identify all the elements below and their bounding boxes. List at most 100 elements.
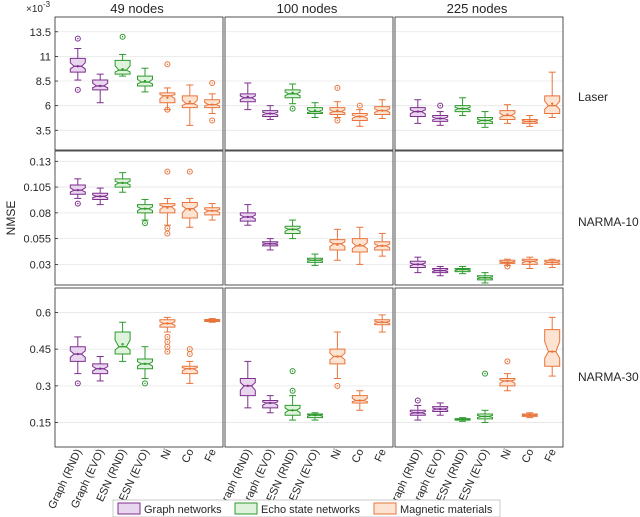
outlier-center — [211, 82, 213, 84]
box-ni — [159, 316, 176, 355]
outlier — [289, 368, 296, 375]
legend-label-magnetic: Magnetic materials — [400, 504, 493, 516]
box-fe — [374, 99, 391, 119]
box-fe — [204, 203, 221, 221]
box-graph-evo- — [432, 102, 449, 126]
x-tick-label: Co — [180, 447, 197, 465]
outlier-center — [291, 107, 294, 110]
mean-dot — [166, 96, 169, 99]
mean-dot — [99, 367, 102, 370]
outlier-center — [506, 360, 509, 363]
outlier — [334, 382, 341, 389]
box-ni — [329, 331, 346, 389]
mean-dot — [483, 276, 487, 279]
outlier-center — [189, 348, 191, 350]
mean-dot — [506, 379, 509, 383]
y-axis-label: NMSE — [4, 201, 18, 236]
outlier — [164, 106, 171, 113]
x-tick-label: Fe — [543, 447, 559, 464]
box-esn-evo- — [307, 253, 323, 266]
outlier — [356, 102, 363, 109]
outlier-center — [189, 170, 191, 173]
outlier — [482, 370, 488, 377]
box-co — [181, 168, 198, 228]
mean-dot — [143, 79, 147, 83]
box-fe — [204, 318, 221, 323]
mean-dot — [188, 208, 191, 211]
row-label-narma30: NARMA-30 — [578, 370, 639, 384]
box-body — [499, 378, 516, 387]
outlier — [289, 105, 296, 112]
mean-dot — [143, 362, 147, 366]
box-esn-evo- — [307, 412, 323, 421]
outlier — [164, 348, 171, 355]
outlier-center — [506, 265, 509, 268]
box-esn-evo- — [137, 67, 153, 93]
box-esn-rnd- — [114, 33, 131, 77]
outlier — [186, 168, 193, 175]
outlier-center — [336, 385, 339, 387]
box-ni — [499, 104, 516, 124]
box-fe — [374, 314, 391, 333]
panel-narma-10-1: 0.03 0.055 0.08 0.105 0.13 — [23, 150, 224, 286]
legend-swatch-esn — [234, 502, 258, 515]
outlier-center — [166, 232, 169, 235]
mean-dot — [439, 407, 442, 411]
box-esn-rnd- — [114, 321, 131, 362]
box-graph-evo- — [432, 265, 449, 277]
box-body — [262, 400, 279, 409]
mean-dot — [416, 263, 419, 266]
mean-dot — [121, 181, 124, 185]
outlier-center — [211, 119, 213, 122]
y-tick-label: 13.5 — [30, 27, 51, 39]
box-fe — [204, 80, 221, 124]
mean-dot — [528, 120, 531, 123]
box-co — [181, 346, 198, 384]
mean-dot — [381, 321, 384, 324]
y-tick-label: 0.15 — [30, 418, 51, 430]
outlier — [289, 387, 296, 394]
mean-dot — [246, 215, 249, 219]
outlier-center — [77, 202, 79, 205]
outlier — [74, 86, 81, 93]
row-label-narma10: NARMA-10 — [578, 215, 639, 229]
box-esn-rnd- — [114, 172, 131, 193]
box-body — [114, 59, 131, 75]
exponent-base: ×10 — [26, 4, 43, 15]
outlier — [209, 80, 216, 87]
y-tick-label: 0.13 — [30, 156, 51, 168]
mean-dot — [416, 411, 419, 414]
x-tick-label: Fe — [373, 447, 389, 464]
mean-dot — [76, 352, 80, 356]
legend-label-esn: Echo state networks — [261, 504, 361, 516]
mean-dot — [188, 100, 191, 103]
box-esn-evo- — [477, 111, 493, 128]
column-title-49: 49 nodes — [110, 1, 164, 16]
box-esn-rnd- — [284, 368, 301, 421]
mean-dot — [76, 188, 80, 192]
mean-dot — [551, 350, 554, 353]
x-tick-label: Fe — [203, 447, 219, 464]
y-tick-label: 0.6 — [36, 307, 51, 319]
y-tick-label: 0.105 — [23, 182, 51, 194]
outlier-center — [484, 372, 486, 375]
mean-dot — [528, 261, 531, 264]
mean-dot — [291, 409, 294, 412]
box-body — [114, 331, 131, 355]
mean-dot — [528, 414, 531, 417]
outlier — [334, 84, 341, 91]
box-fe — [544, 316, 561, 377]
outlier-center — [359, 104, 361, 107]
outlier — [334, 117, 341, 124]
outlier — [164, 230, 171, 237]
mean-dot — [358, 115, 361, 118]
panel-frame — [224, 287, 394, 448]
mean-dot — [336, 355, 339, 358]
outlier-center — [166, 341, 169, 343]
box-esn-evo- — [477, 370, 493, 424]
panel-narma-10-2 — [224, 150, 394, 286]
y-tick-label: 6 — [45, 101, 51, 113]
panel-frame — [54, 287, 224, 448]
outlier — [164, 61, 171, 68]
mean-dot — [246, 95, 249, 99]
